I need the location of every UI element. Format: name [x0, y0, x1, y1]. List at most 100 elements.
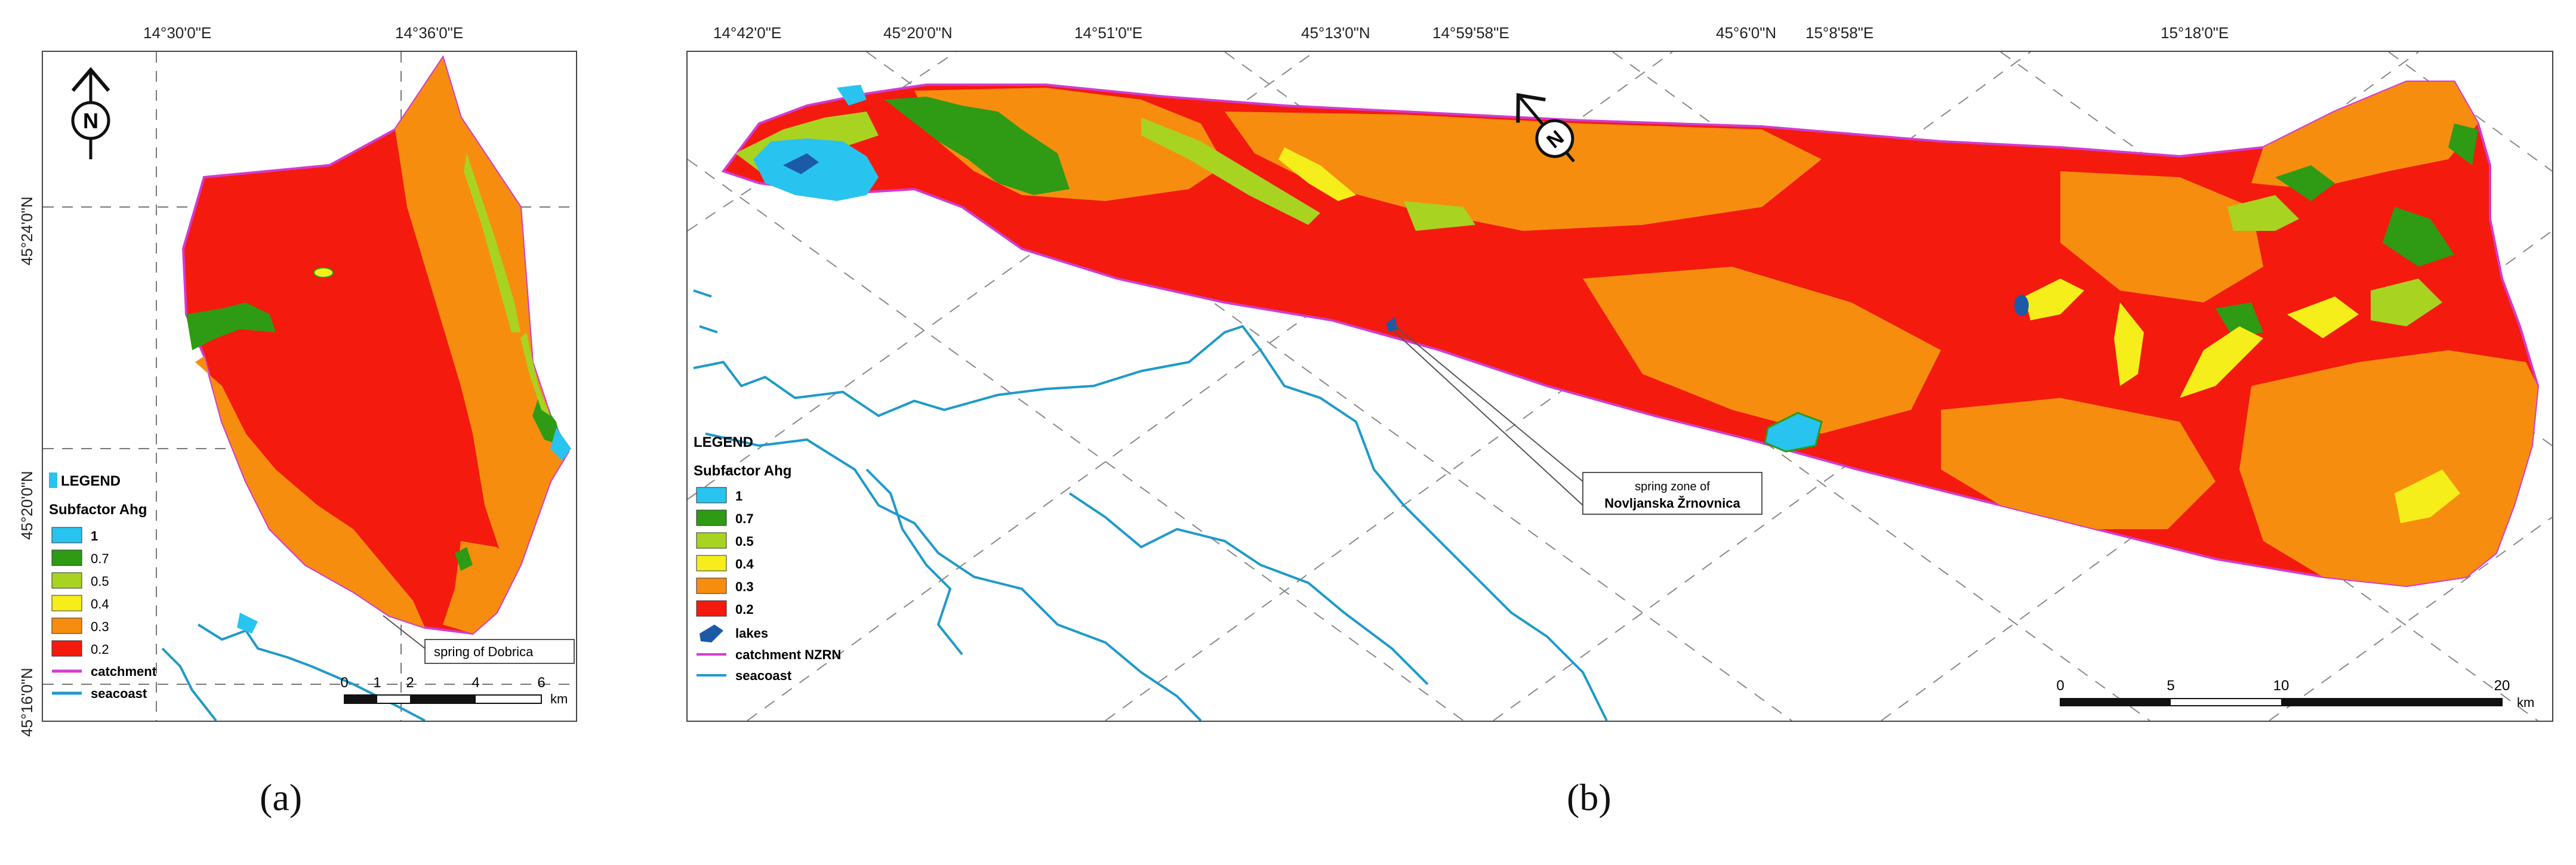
panel-a-north-arrow: N: [71, 67, 110, 159]
panel-a-zone-03-southwest: [195, 356, 425, 628]
svg-text:km: km: [550, 691, 568, 706]
panel-b-zone-04-east3: [2180, 326, 2263, 398]
panel-a-zone-04-spot: [313, 267, 334, 278]
svg-text:1: 1: [91, 529, 98, 543]
panel-b-top-coord-3: 14°51'0"E: [1074, 24, 1143, 42]
panel-b-zone-07-east1: [2275, 165, 2335, 201]
svg-text:catchment NZRN: catchment NZRN: [735, 647, 841, 662]
svg-text:0.3: 0.3: [735, 579, 754, 594]
panel-b-callout: spring zone of Novljanska Žrnovnica: [1391, 323, 1762, 515]
panel-b-map-canvas: N LEGEND Subfactor Ahg 1 0.7 0.5 0.4 0.3…: [687, 51, 2553, 722]
svg-text:20: 20: [2494, 678, 2510, 694]
svg-text:0.5: 0.5: [91, 574, 109, 589]
panel-b-zone-1-west: [753, 138, 879, 201]
panel-b-callout-line1: spring zone of: [1635, 480, 1710, 493]
panel-b-legend: LEGEND Subfactor Ahg 1 0.7 0.5 0.4 0.3 0…: [694, 434, 841, 683]
panel-a-north-label: N: [83, 109, 98, 133]
panel-b-legend-item-1: 1: [696, 487, 742, 503]
panel-b-legend-item-07: 0.7: [696, 509, 754, 526]
panel-b-zone-03-south-center: [1941, 398, 2216, 529]
panel-b-zone-07-east4: [2216, 302, 2263, 338]
panel-b-zone-03-east-north: [2251, 82, 2478, 189]
panel-a-callout-label: spring of Dobrica: [434, 644, 534, 659]
panel-a-seacoast: [161, 623, 426, 722]
panel-a-caption: (a): [260, 776, 303, 818]
panel-b-zone-03-east-mid: [2060, 171, 2263, 302]
panel-b-legend-lakes: lakes: [700, 625, 768, 642]
panel-a-left-coord-1: 45°24'0"N: [18, 196, 36, 265]
svg-text:1: 1: [735, 489, 742, 503]
panel-b-zone-05-ridge: [1141, 118, 1320, 225]
panel-a-legend-item-07: 0.7: [51, 549, 109, 566]
panel-b-legend-item-04: 0.4: [696, 555, 754, 571]
panel-b-zone-07-west: [885, 97, 1070, 195]
panel-b-zone-07-east2: [2383, 207, 2454, 267]
panel-b-legend-title: LEGEND: [694, 434, 753, 450]
panel-b-lake-west: [783, 153, 819, 174]
panel-b-zone-1-northwest: [837, 85, 867, 106]
panel-b-legend-subtitle: Subfactor Ahg: [694, 463, 791, 479]
svg-text:6: 6: [537, 675, 545, 691]
svg-text:seacoast: seacoast: [91, 686, 147, 701]
panel-a-top-coord-1: 14°30'0"E: [143, 24, 212, 42]
panel-b-legend-seacoast: seacoast: [697, 668, 792, 683]
svg-text:0.7: 0.7: [91, 551, 109, 566]
panel-a-left-coord-3: 45°16'0"N: [18, 668, 36, 737]
panel-b-top-coord-8: 15°18'0"E: [2161, 24, 2229, 42]
svg-text:0.2: 0.2: [735, 602, 754, 617]
panel-b-zone-04-east5: [2287, 296, 2359, 338]
panel-b-seacoast: [693, 289, 1608, 722]
panel-a-legend-item-1: 1: [51, 527, 98, 543]
svg-text:10: 10: [2273, 678, 2290, 694]
panel-b-caption: (b): [1567, 776, 1611, 818]
panel-a-map: N LEGEND Subfactor Ahg 1 0.7 0.5 0.4 0.3…: [42, 51, 577, 722]
panel-b-scale-bar: 0 5 10 20 km: [2056, 678, 2534, 710]
panel-b-zone-04-east4: [2395, 469, 2460, 523]
panel-b-zone-03-mid: [1583, 267, 1941, 434]
panel-b-top-coord-2: 45°20'0"N: [883, 24, 953, 42]
panel-b-legend-catchment: catchment NZRN: [697, 647, 841, 662]
svg-text:1: 1: [373, 675, 381, 691]
svg-text:0: 0: [340, 675, 348, 691]
panel-b-legend-item-02: 0.2: [696, 600, 754, 617]
panel-b-zone-05-ridge2: [1404, 201, 1475, 231]
svg-text:0.4: 0.4: [735, 557, 754, 571]
panel-b-zone-03-central: [1225, 112, 1822, 231]
panel-a-zone-05-east: [520, 332, 550, 416]
panel-a-legend: LEGEND Subfactor Ahg 1 0.7 0.5 0.4 0.3 0…: [49, 472, 157, 701]
panel-b-top-coord-6: 45°6'0"N: [1716, 24, 1777, 42]
svg-text:0.3: 0.3: [91, 619, 109, 634]
panel-b-top-coord-5: 14°59'58"E: [1432, 24, 1509, 42]
panel-b-north-arrow: N: [1516, 93, 1575, 163]
panel-b-zone-05-southeast: [2371, 279, 2442, 326]
svg-text:5: 5: [2167, 678, 2174, 694]
panel-b-zone-1-south: [1764, 412, 1823, 453]
panel-a-legend-item-04: 0.4: [51, 595, 109, 611]
svg-text:catchment: catchment: [91, 664, 157, 679]
svg-text:seacoast: seacoast: [735, 668, 792, 683]
panel-a-zone-1-south: [237, 613, 258, 634]
panel-b-top-coord-7: 15°8'58"E: [1805, 24, 1874, 42]
panel-a-legend-subtitle: Subfactor Ahg: [49, 502, 147, 518]
panel-b-zone-04-east2: [2114, 302, 2144, 386]
panel-b-zone-07-east3: [2448, 123, 2478, 165]
panel-b-map: N LEGEND Subfactor Ahg 1 0.7 0.5 0.4 0.3…: [686, 51, 2553, 722]
panel-a-zone-1-east: [550, 428, 571, 461]
panel-a-legend-title: LEGEND: [61, 473, 121, 489]
panel-a-top-coord-2: 14°36'0"E: [395, 24, 464, 42]
panel-b-zone-05-east: [2227, 195, 2299, 231]
svg-text:0.2: 0.2: [91, 642, 109, 657]
panel-a-legend-catchment: catchment: [52, 664, 157, 679]
panel-b-top-coord-4: 45°13'0"N: [1301, 24, 1370, 42]
panel-a-map-canvas: N LEGEND Subfactor Ahg 1 0.7 0.5 0.4 0.3…: [43, 52, 576, 722]
svg-text:2: 2: [406, 675, 414, 691]
panel-b-legend-item-05: 0.5: [696, 532, 754, 549]
panel-a-left-coord-2: 45°20'0"N: [18, 471, 36, 540]
svg-text:km: km: [2517, 695, 2534, 710]
panel-b-top-coord-1: 14°42'0"E: [713, 24, 782, 42]
svg-text:lakes: lakes: [735, 626, 768, 641]
panel-a-zone-03-east: [395, 58, 568, 565]
panel-a-legend-item-02: 0.2: [51, 640, 109, 657]
panel-a-callout: spring of Dobrica: [383, 615, 575, 664]
panel-a-legend-item-05: 0.5: [51, 572, 109, 589]
